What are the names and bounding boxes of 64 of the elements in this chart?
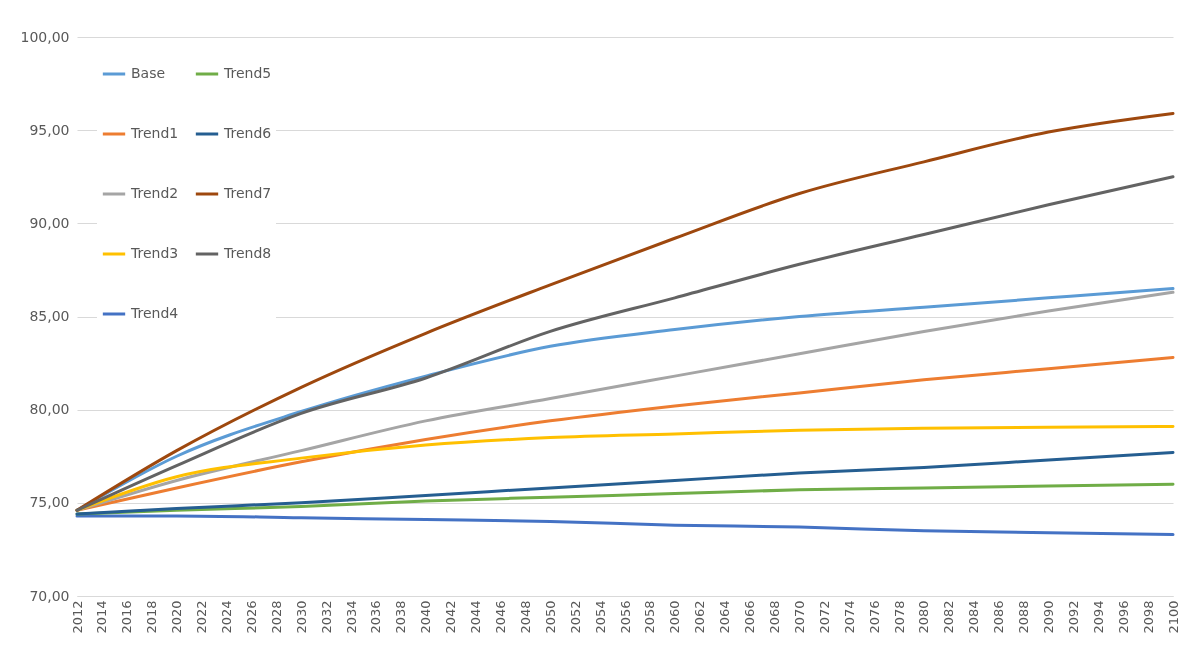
x-tick-label: 2038	[393, 600, 409, 634]
legend-label: Trend5	[223, 65, 272, 81]
x-tick-label: 2070	[791, 600, 807, 634]
x-tick-label: 2048	[517, 600, 533, 634]
legend-label: Base	[131, 65, 166, 81]
x-tick-label: 2014	[94, 600, 110, 634]
legend-label: Trend8	[223, 245, 272, 261]
x-tick-label: 2068	[766, 600, 782, 634]
y-tick-label: 80,00	[29, 401, 70, 418]
x-tick-label: 2080	[916, 600, 932, 634]
x-tick-label: 2054	[592, 600, 608, 634]
x-tick-label: 2092	[1065, 600, 1081, 634]
x-tick-label: 2090	[1040, 600, 1056, 634]
x-tick-label: 2076	[866, 600, 882, 634]
x-tick-label: 2098	[1140, 600, 1156, 634]
x-tick-label: 2086	[991, 600, 1007, 634]
x-tick-label: 2064	[717, 600, 733, 634]
x-tick-label: 2072	[816, 600, 832, 634]
x-tick-label: 2044	[468, 600, 484, 634]
legend-label: Trend4	[130, 305, 179, 321]
y-tick-label: 85,00	[29, 308, 70, 324]
y-tick-label: 70,00	[29, 587, 70, 604]
x-tick-label: 2030	[293, 600, 309, 634]
x-tick-label: 2040	[418, 600, 434, 634]
x-tick-label: 2042	[443, 600, 459, 634]
x-tick-label: 2026	[243, 600, 259, 634]
x-tick-label: 2052	[567, 600, 583, 634]
x-tick-label: 2082	[941, 600, 957, 634]
x-tick-label: 2058	[642, 600, 658, 634]
x-tick-label: 2034	[343, 600, 359, 634]
x-tick-label: 2050	[542, 600, 558, 634]
legend-label: Trend7	[223, 185, 272, 201]
x-tick-label: 2088	[1016, 600, 1032, 634]
y-tick-label: 95,00	[29, 121, 70, 138]
x-tick-label: 2024	[218, 600, 234, 634]
x-tick-label: 2036	[368, 600, 384, 634]
x-tick-label: 2060	[667, 600, 683, 634]
x-tick-label: 2020	[169, 600, 185, 634]
x-tick-label: 2018	[144, 600, 160, 634]
y-tick-label: 90,00	[29, 214, 70, 231]
y-tick-label: 75,00	[29, 494, 70, 511]
x-tick-label: 2032	[318, 600, 334, 634]
x-tick-label: 2084	[966, 600, 982, 634]
x-tick-label: 2094	[1090, 600, 1106, 634]
x-tick-label: 2028	[268, 600, 284, 634]
line-series	[75, 451, 1175, 516]
y-tick-label: 100,00	[20, 28, 70, 45]
line-series	[75, 175, 1175, 512]
x-tick-label: 2096	[1115, 600, 1131, 634]
legend-label: Trend1	[130, 125, 179, 141]
legend-label: Trend6	[223, 125, 272, 141]
x-tick-label: 2062	[692, 600, 708, 634]
x-tick-label: 2016	[119, 600, 135, 634]
x-tick-label: 2056	[617, 600, 633, 634]
x-tick-label: 2078	[891, 600, 907, 634]
x-tick-label: 2046	[492, 600, 508, 634]
legend-label: Trend3	[130, 245, 179, 261]
line-series	[75, 514, 1175, 537]
x-tick-label: 2012	[69, 600, 85, 634]
legend-label: Trend2	[130, 185, 179, 201]
x-tick-label: 2074	[841, 600, 857, 634]
x-tick-label: 2022	[194, 600, 210, 634]
x-tick-label: 2100	[1165, 600, 1181, 634]
x-tick-label: 2066	[742, 600, 758, 634]
